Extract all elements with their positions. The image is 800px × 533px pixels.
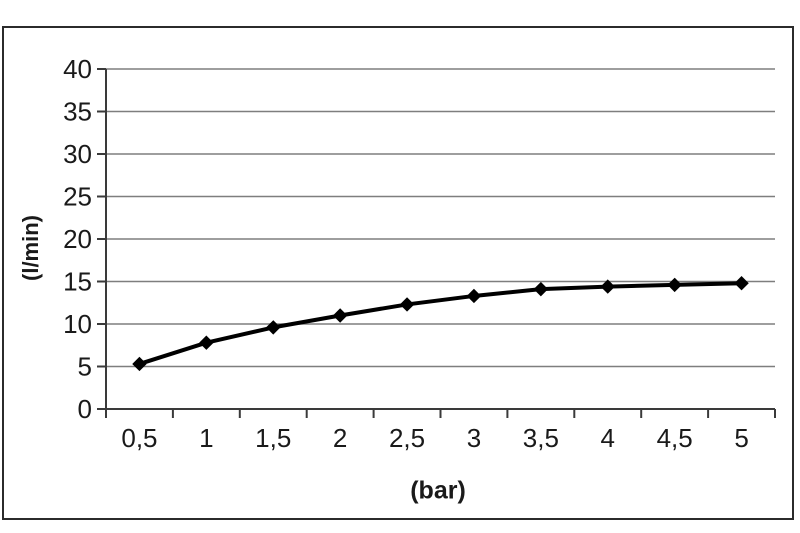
x-tick-label: 3,5 xyxy=(523,423,559,453)
y-tick-label: 25 xyxy=(63,182,92,212)
x-tick-label: 4,5 xyxy=(657,423,693,453)
data-point-marker xyxy=(132,356,147,372)
x-tick-label: 5 xyxy=(734,423,748,453)
data-point-marker xyxy=(734,275,749,291)
y-tick-label: 15 xyxy=(63,267,92,297)
y-tick-label: 30 xyxy=(63,139,92,169)
x-tick-label: 1 xyxy=(199,423,213,453)
x-tick-label: 4 xyxy=(601,423,615,453)
y-tick-label: 40 xyxy=(63,54,92,84)
figure-border xyxy=(2,26,794,520)
x-tick-label: 3 xyxy=(467,423,481,453)
x-tick-label: 0,5 xyxy=(121,423,157,453)
data-point-marker xyxy=(332,308,348,323)
data-point-marker xyxy=(199,335,214,350)
data-point-marker xyxy=(266,320,281,335)
x-tick-label: 2 xyxy=(333,423,347,453)
y-tick-label: 0 xyxy=(78,394,92,424)
y-tick-label: 20 xyxy=(63,224,92,254)
y-tick-label: 35 xyxy=(63,97,92,127)
x-tick-label: 2,5 xyxy=(389,423,425,453)
x-axis-title: (bar) xyxy=(410,476,466,505)
x-tick-label: 1,5 xyxy=(255,423,291,453)
y-tick-label: 10 xyxy=(63,309,92,339)
data-point-marker xyxy=(600,279,615,294)
data-point-marker xyxy=(399,297,415,312)
data-point-marker xyxy=(466,288,482,304)
data-point-marker xyxy=(667,277,682,293)
y-tick-label: 5 xyxy=(78,352,92,382)
series-line xyxy=(137,281,744,366)
y-axis-title: (l/min) xyxy=(18,215,43,281)
data-point-marker xyxy=(533,281,549,297)
